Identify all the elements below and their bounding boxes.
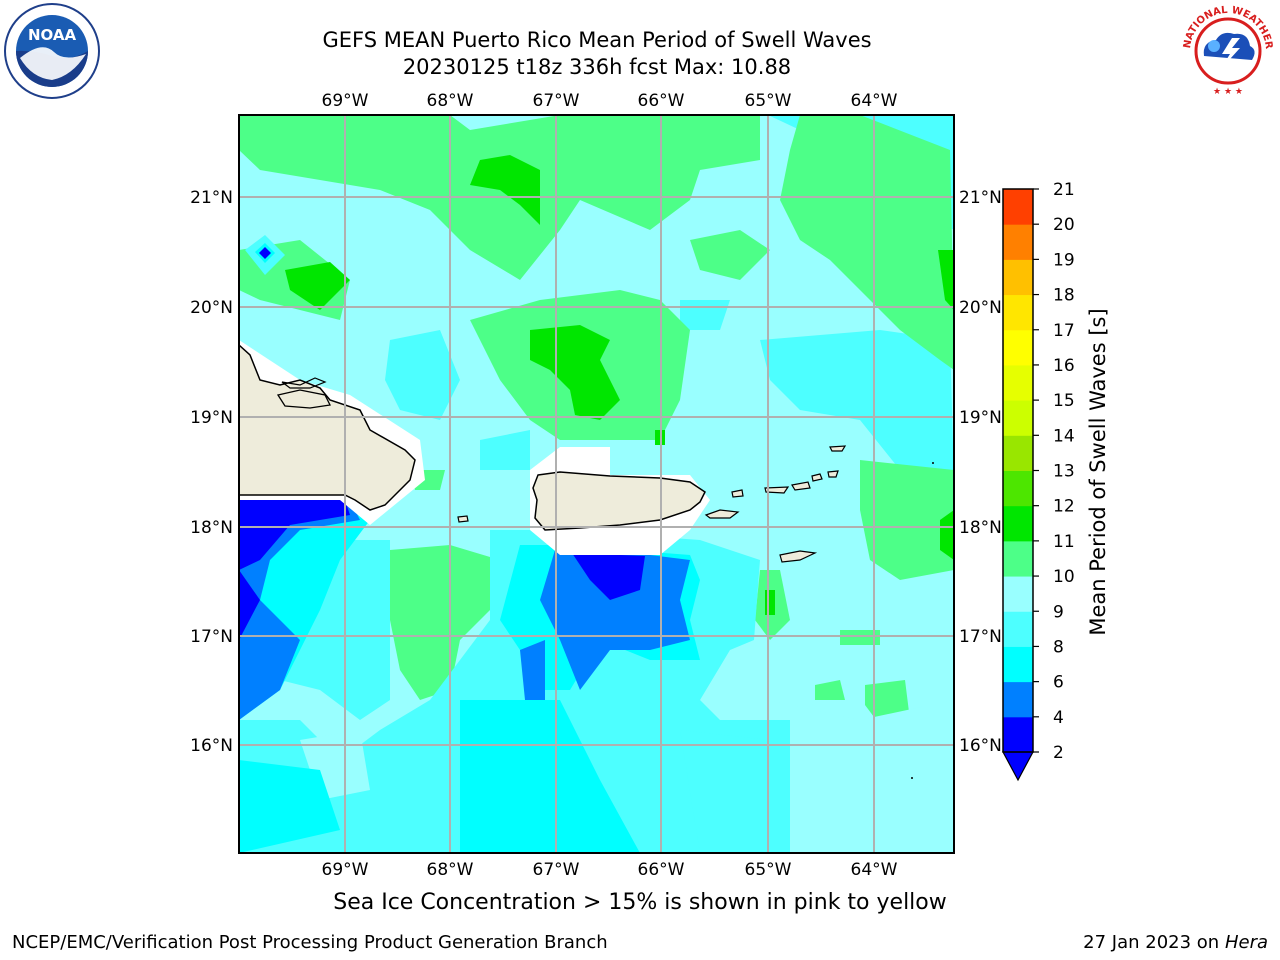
lat-label-right: 21°N [959,188,1002,208]
latitude-labels-left: 21°N 20°N 19°N 18°N 17°N 16°N [190,188,233,756]
st-croix-island [779,550,818,563]
nws-logo-icon: NATIONAL WEATHER SERVICE ★ ★ ★ [1178,2,1274,97]
mona-island [457,515,469,523]
colorbar-tick-label: 9 [1053,602,1064,622]
colorbar-tick-label: 15 [1053,391,1075,411]
lon-label-bottom: 69°W [322,860,369,880]
field-10-11-c [530,325,620,420]
latitude-labels-right: 21°N 20°N 19°N 18°N 17°N 16°N [959,188,1002,756]
colorbar-tick-label: 16 [1053,356,1075,376]
lat-label-right: 19°N [959,408,1002,428]
field-9-10-ne [780,115,954,360]
field-2-4-w [239,500,360,720]
lon-label-top: 64°W [851,91,898,111]
lat-label-left: 16°N [190,736,233,756]
colorbar-under-arrow [1001,751,1035,782]
colorbar-segment [1003,224,1033,260]
tortuga-island [276,389,331,409]
field-9-10-s [390,545,500,700]
colorbar-tick-label: 11 [1053,532,1075,552]
colorbar-tick-label: 2 [1053,743,1064,763]
colorbar-segment [1003,470,1033,507]
swell-period-field [239,115,954,853]
sea-ice-note: Sea Ice Concentration > 15% is shown in … [333,890,947,915]
lon-label-top: 65°W [745,91,792,111]
colorbar: 2 4 6 8 9 10 11 12 13 14 15 16 17 18 19 20 21 [1001,180,1075,782]
lat-label-right: 20°N [959,298,1002,318]
colorbar-tick-label: 13 [1053,462,1075,482]
field-10-11-n [470,155,540,225]
longitude-labels-top: 69°W 68°W 67°W 66°W 65°W 64°W [322,91,898,111]
svg-text:NOAA: NOAA [28,26,77,44]
colorbar-title: Mean Period of Swell Waves [s] [1086,308,1110,635]
lon-label-bottom: 67°W [533,860,580,880]
colorbar-tick-label: 18 [1053,286,1075,306]
lat-label-left: 20°N [190,298,233,318]
colorbar-tick-label: 20 [1053,215,1075,235]
colorbar-segment [1003,576,1033,612]
colorbar-segment [1003,681,1033,718]
field-lt2-c [572,553,645,600]
map-frame [238,114,955,854]
lon-label-top: 67°W [533,91,580,111]
colorbar-tick-label: 4 [1053,708,1064,728]
lon-label-bottom: 66°W [638,860,685,880]
lat-label-left: 17°N [190,627,233,647]
lat-label-left: 21°N [190,188,233,208]
map-title-line2: 20230125 t18z 336h fcst Max: 10.88 [402,55,792,79]
colorbar-tick-label: 14 [1053,426,1075,446]
colorbar-segment [1003,540,1033,577]
vieques-island [704,509,740,519]
lat-label-left: 19°N [190,408,233,428]
colorbar-segment [1003,364,1033,401]
lon-label-top: 68°W [427,91,474,111]
noaa-logo-icon: NOAA [4,3,100,99]
lat-label-right: 16°N [959,736,1002,756]
lon-label-top: 69°W [322,91,369,111]
longitude-labels-bottom: 69°W 68°W 67°W 66°W 65°W 64°W [322,860,898,880]
field-2-4-c [540,550,690,690]
colorbar-segment [1003,646,1033,683]
lon-label-bottom: 68°W [427,860,474,880]
map-graticule [239,115,954,853]
colorbar-tick-label: 6 [1053,673,1064,693]
lat-label-right: 18°N [959,518,1002,538]
colorbar-segment [1003,435,1033,471]
map-title-line1: GEFS MEAN Puerto Rico Mean Period of Swe… [322,28,872,52]
lat-label-left: 18°N [190,518,233,538]
footer-date: 27 Jan 2023 on Hera [1083,932,1268,953]
colorbar-segment [1003,505,1033,542]
anegada-island [829,445,847,452]
lon-label-top: 66°W [638,91,685,111]
colorbar-segment [1003,294,1033,331]
lat-label-right: 17°N [959,627,1002,647]
colorbar-segment [1003,611,1033,647]
colorbar-segment [1003,716,1033,753]
colorbar-segment [1003,189,1033,225]
lon-label-bottom: 64°W [851,860,898,880]
colorbar-tick-label: 19 [1053,250,1075,270]
colorbar-segment [1003,259,1033,296]
lon-label-bottom: 65°W [745,860,792,880]
footer-branch: NCEP/EMC/Verification Post Processing Pr… [12,932,608,953]
colorbar-tick-label: 21 [1053,180,1075,200]
colorbar-tick-label: 8 [1053,637,1064,657]
colorbar-tick-label: 10 [1053,567,1075,587]
field-lt2-w [239,500,350,570]
colorbar-tick-label: 17 [1053,321,1075,341]
virgin-islands [764,486,790,494]
colorbar-tick-label: 12 [1053,497,1075,517]
colorbar-segment [1003,400,1033,436]
svg-text:★ ★ ★: ★ ★ ★ [1213,87,1243,97]
hispaniola-land [239,343,416,511]
colorbar-segment [1003,329,1033,366]
